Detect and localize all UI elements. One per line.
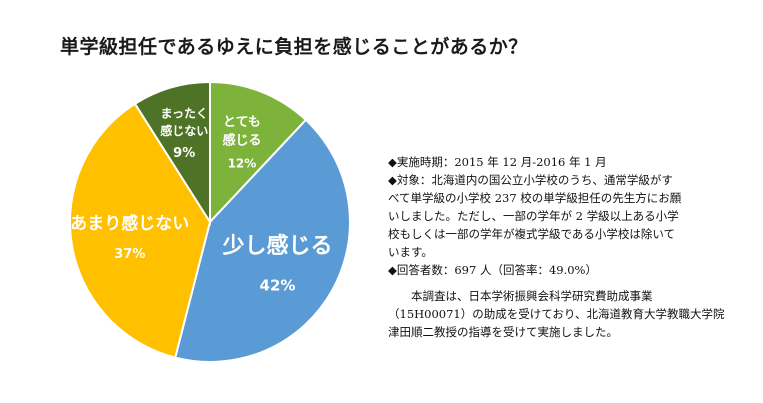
pie-slice [173, 118, 351, 363]
note-line: ◆回答者数：697 人（回答率：49.0%） [388, 263, 597, 277]
slice-label: まったく [160, 106, 208, 120]
note-line: べて単学級の小学校 237 校の単学級担任の先生方にお願 [388, 191, 682, 205]
note-line: いしました。ただし、一部の学年が 2 学級以上ある小学 [388, 209, 679, 223]
chart-title: 単学級担任であるゆえに負担を感じることがあるか？ [60, 36, 528, 58]
slice-value-label: 42% [260, 276, 296, 294]
note-line: 校もしくは一部の学年が複式学級である小学校は除いて [388, 227, 676, 241]
slice-value-label: 9% [173, 146, 195, 161]
slice-label: 感じる [222, 133, 261, 149]
slice-value-label: 37% [114, 247, 145, 262]
funding-note: 本調査は、日本学術振興会科学研究費助成事業（15H00071）の助成を受けており… [388, 287, 736, 341]
note-line: います。 [388, 245, 433, 259]
note-line: ◆実施時期：2015 年 12 月-2016 年 1 月 [388, 155, 607, 169]
funding-text: 本調査は、日本学術振興会科学研究費助成事業（15H00071）の助成を受けており… [388, 289, 736, 339]
survey-notes: ◆実施時期：2015 年 12 月-2016 年 1 月 ◆対象：北海道内の国公… [388, 153, 728, 279]
pie-slice [209, 80, 308, 225]
slice-value-label: 12% [228, 157, 257, 171]
slice-label: とても [223, 115, 261, 130]
slice-label: あまり感じない [70, 213, 189, 234]
pie-slice [133, 80, 211, 226]
slice-label: 少し感じる [221, 233, 332, 259]
slice-label: 感じない [160, 123, 208, 138]
note-line: ◆対象：北海道内の国公立小学校のうち、通常学級がす [388, 173, 673, 187]
